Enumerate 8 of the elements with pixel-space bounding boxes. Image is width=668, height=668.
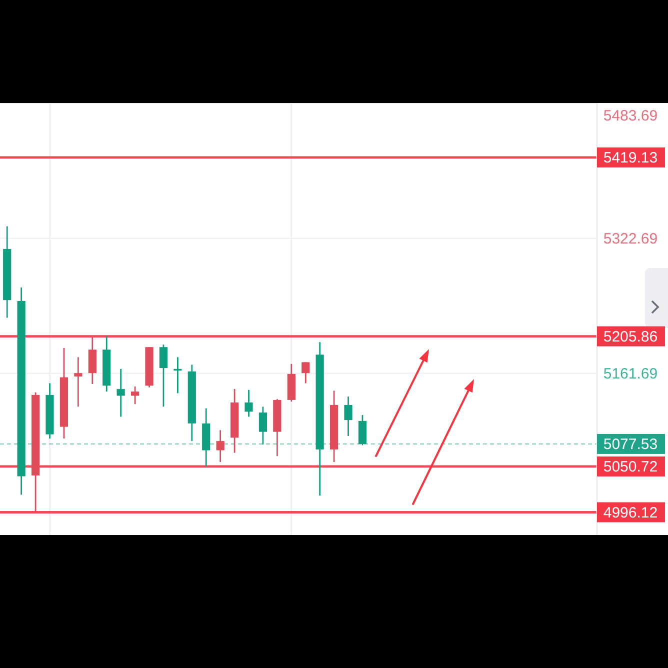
ref-line-label: 4996.12	[603, 504, 658, 522]
y-tick-label: 5322.69	[603, 230, 658, 248]
y-tick-label: 5161.69	[603, 366, 658, 383]
ref-line-label: 5050.72	[603, 458, 658, 476]
ref-line-label: 5077.53	[603, 436, 658, 454]
y-tick-label: 5483.69	[603, 107, 658, 124]
ref-line-label: 5419.13	[603, 150, 658, 167]
ref-line-label: 5205.86	[603, 328, 658, 346]
